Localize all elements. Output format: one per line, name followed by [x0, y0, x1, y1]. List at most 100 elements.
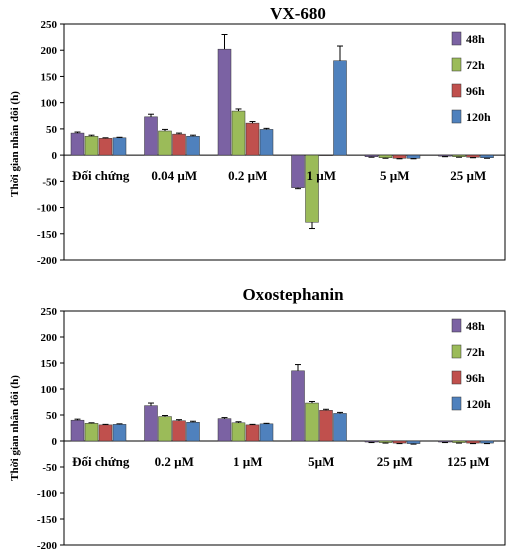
chart-title: Oxostephanin	[242, 285, 344, 304]
bar	[84, 423, 99, 442]
legend-swatch	[451, 83, 462, 98]
legend-swatch	[451, 109, 462, 124]
y-tick-label: 0	[52, 436, 58, 448]
y-tick-label: 150	[41, 71, 58, 83]
bar	[333, 413, 347, 442]
legend-label: 72h	[466, 345, 485, 359]
bar	[438, 440, 452, 443]
bar	[144, 116, 158, 156]
bar	[378, 154, 393, 158]
bar	[112, 424, 127, 442]
category-label: 1 µM	[233, 454, 263, 469]
bar	[452, 440, 466, 443]
bar	[259, 129, 274, 156]
y-tick-label: 100	[41, 384, 58, 396]
bar	[259, 423, 274, 442]
bar	[438, 154, 452, 157]
plot-frame	[63, 310, 506, 546]
bar	[466, 440, 480, 444]
y-axis-label: Thời gian nhân đôi (h)	[9, 91, 21, 197]
bar	[245, 122, 260, 156]
oxostephanin-chart: Oxostephanin Thời gian nhân đôi (h) 250 2…	[9, 285, 506, 552]
y-tick-label: 250	[41, 19, 58, 31]
y-tick-label: 150	[41, 358, 58, 370]
legend-label: 96h	[466, 84, 485, 98]
legend-label: 120h	[466, 110, 491, 124]
category-label: 25 µM	[377, 454, 413, 469]
bar	[112, 137, 127, 156]
y-tick-label: -150	[37, 514, 58, 526]
bar	[231, 422, 246, 442]
bar	[291, 154, 305, 188]
legend-label: 96h	[466, 371, 485, 385]
plot-frame	[63, 23, 506, 261]
bar	[466, 154, 480, 158]
bar	[392, 440, 407, 444]
legend-swatch	[451, 318, 462, 333]
bar	[319, 410, 333, 442]
y-tick-label: -200	[37, 255, 58, 267]
y-tick-label: -100	[37, 203, 58, 215]
bar	[186, 135, 200, 156]
legend-swatch	[451, 57, 462, 72]
bar	[406, 154, 421, 159]
category-label: 5µM	[308, 454, 334, 469]
legend-swatch	[451, 344, 462, 359]
bar	[319, 154, 333, 156]
bar	[406, 440, 421, 444]
bar	[186, 422, 200, 442]
bar	[70, 419, 85, 442]
category-label: Đối chứng	[72, 454, 130, 469]
legend-swatch	[451, 396, 462, 411]
bar	[84, 135, 99, 156]
legend-swatch	[451, 31, 462, 46]
y-tick-label: 50	[46, 124, 58, 136]
category-label: 0.2 µM	[155, 454, 194, 469]
category-label: 0.04 µM	[151, 168, 197, 183]
y-tick-label: -50	[42, 462, 57, 474]
category-label: 25 µM	[450, 168, 486, 183]
bar	[333, 60, 347, 156]
y-tick-label: 200	[41, 45, 58, 57]
y-tick-label: -100	[37, 488, 58, 500]
bar	[70, 132, 85, 156]
bar	[172, 133, 186, 156]
y-tick-label: 100	[41, 98, 58, 110]
category-label: 1 µM	[306, 168, 336, 183]
y-axis-label: Thời gian nhân đôi (h)	[9, 375, 21, 481]
y-tick-label: 0	[52, 150, 58, 162]
y-tick-label: 50	[46, 410, 58, 422]
y-tick-label: -50	[42, 176, 57, 188]
legend-label: 120h	[466, 397, 491, 411]
bar	[245, 424, 260, 442]
bar	[291, 370, 305, 442]
y-tick-label: -150	[37, 229, 58, 241]
category-label: Đối chứng	[72, 168, 130, 183]
category-label: 5 µM	[380, 168, 410, 183]
bar	[378, 440, 393, 443]
bar	[305, 154, 319, 223]
legend-label: 72h	[466, 58, 485, 72]
bar	[158, 416, 172, 442]
y-tick-label: 200	[41, 332, 58, 344]
bar	[480, 154, 494, 158]
legend-label: 48h	[466, 32, 485, 46]
bar	[392, 154, 407, 159]
bar	[98, 138, 113, 156]
bar	[217, 48, 232, 156]
chart-title: VX-680	[270, 4, 326, 23]
bar	[305, 402, 319, 442]
legend-label: 48h	[466, 319, 485, 333]
legend-swatch	[451, 370, 462, 385]
category-label: 125 µM	[447, 454, 490, 469]
bar	[98, 424, 113, 442]
bar	[144, 405, 158, 442]
bar	[364, 440, 379, 443]
vx680-chart: VX-680 Thời gian nhân đôi (h) 250 200 150 1…	[9, 4, 506, 267]
bar	[158, 130, 172, 156]
bar	[480, 440, 494, 444]
category-label: 0.2 µM	[228, 168, 267, 183]
bar	[231, 110, 246, 156]
bar	[364, 154, 379, 157]
